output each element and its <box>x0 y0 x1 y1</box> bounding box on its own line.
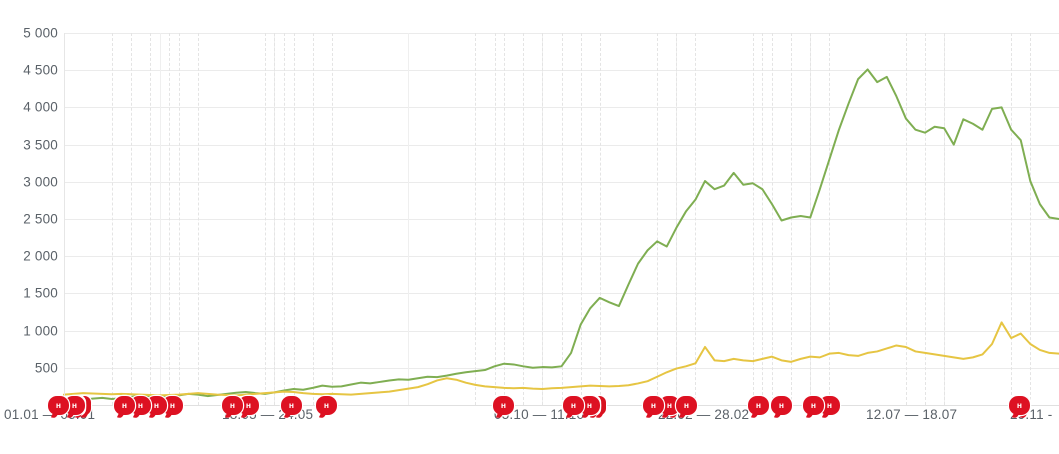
y-axis-tick-label: 4 500 <box>23 62 58 78</box>
gridline-vertical-dashed <box>1011 33 1013 405</box>
comment-bubble-icon[interactable]: н <box>659 396 680 415</box>
comment-bubble-icon[interactable]: н <box>1009 396 1030 415</box>
gridline-vertical-dashed <box>130 33 132 405</box>
gridline-vertical-dashed <box>599 33 601 405</box>
y-axis-tick-label: 2 000 <box>23 248 58 264</box>
gridline-vertical-dashed <box>925 33 927 405</box>
gridline-vertical-dashed <box>523 33 525 405</box>
comment-bubble-icon[interactable]: н <box>48 396 69 415</box>
gridline-vertical-dashed <box>284 33 286 405</box>
comment-bubble-glyph: н <box>121 400 128 411</box>
comment-bubble-glyph: н <box>778 400 785 411</box>
x-axis-tick-label: 05.10 — 11.10 <box>494 407 585 422</box>
comment-bubble-glyph: н <box>1016 400 1023 411</box>
gridline-vertical-dashed <box>771 33 773 405</box>
comment-bubble-icon[interactable]: н <box>748 396 769 415</box>
series-line-green-series <box>63 68 1059 402</box>
comment-bubble-icon[interactable]: н <box>222 396 243 415</box>
comment-bubble-icon[interactable]: н <box>819 396 840 415</box>
y-axis-tick-label: 3 000 <box>23 174 58 190</box>
comment-bubble-glyph: н <box>153 400 160 411</box>
comment-bubble-icon[interactable]: н <box>130 396 151 415</box>
comment-bubble-glyph: н <box>288 400 295 411</box>
gridline-vertical-dashed <box>169 33 171 405</box>
y-axis-tick-label: 4 000 <box>23 99 58 115</box>
y-axis-tick-label: 500 <box>34 360 58 376</box>
y-axis-tick-label: 1 500 <box>23 285 58 301</box>
gridline-vertical-dashed <box>197 33 199 405</box>
gridline-vertical-dashed <box>293 33 295 405</box>
gridline-vertical-dashed <box>905 33 907 405</box>
gridline-vertical <box>159 33 161 405</box>
gridline-vertical-dashed <box>542 33 544 405</box>
comment-bubble-glyph: н <box>71 400 78 411</box>
comment-bubble-glyph: н <box>169 400 176 411</box>
y-axis-tick-label: 5 000 <box>23 25 58 41</box>
gridline-horizontal <box>64 405 1059 406</box>
comment-bubble-glyph: н <box>323 400 330 411</box>
comment-bubble-icon[interactable]: н <box>114 396 135 415</box>
gridline-vertical-dashed <box>1030 33 1032 405</box>
gridline-vertical <box>408 33 410 405</box>
y-axis-tick-label: 3 500 <box>23 137 58 153</box>
plot-area <box>63 33 1059 406</box>
gridline-vertical-dashed <box>111 33 113 405</box>
comment-bubble-glyph: н <box>755 400 762 411</box>
comment-bubble-icon[interactable]: н <box>579 396 600 415</box>
comment-bubble-glyph: н <box>666 400 673 411</box>
comment-bubble-glyph: н <box>683 400 690 411</box>
gridline-vertical-dashed <box>331 33 333 405</box>
comment-bubble-icon[interactable]: н <box>64 396 85 415</box>
gridline-vertical-dashed <box>762 33 764 405</box>
comment-bubble-glyph: н <box>650 400 657 411</box>
gridline-vertical-dashed <box>810 33 812 405</box>
comment-bubble-icon[interactable]: н <box>676 396 697 415</box>
gridline-vertical-dashed <box>676 33 678 405</box>
gridline-vertical-dashed <box>494 33 496 405</box>
gridline-vertical-dashed <box>657 33 659 405</box>
comment-bubble-glyph: н <box>137 400 144 411</box>
comment-bubble-glyph: н <box>826 400 833 411</box>
y-axis-tick-label: 1 000 <box>23 323 58 339</box>
x-axis-tick-label: 12.07 — 18.07 <box>866 407 958 422</box>
gridline-vertical-dashed <box>695 33 697 405</box>
gridline-vertical-dashed <box>504 33 506 405</box>
gridline-vertical-dashed <box>791 33 793 405</box>
gridline-vertical-dashed <box>944 33 946 405</box>
comment-bubble-icon[interactable]: н <box>563 396 584 415</box>
comment-bubble-icon[interactable]: н <box>316 396 337 415</box>
comment-bubble-glyph: н <box>810 400 817 411</box>
gridline-vertical-dashed <box>580 33 582 405</box>
gridline-vertical-dashed <box>561 33 563 405</box>
comment-bubble-glyph: н <box>229 400 236 411</box>
comment-bubble-glyph: н <box>570 400 577 411</box>
comment-bubble-icon[interactable]: н <box>146 396 167 415</box>
gridline-vertical-dashed <box>829 33 831 405</box>
y-axis-tick-label: 2 500 <box>23 211 58 227</box>
comment-bubble-icon[interactable]: н <box>281 396 302 415</box>
comment-bubble-icon[interactable]: н <box>771 396 792 415</box>
comment-bubble-icon[interactable]: н <box>238 396 259 415</box>
gridline-vertical-dashed <box>150 33 152 405</box>
gridline-vertical-dashed <box>475 33 477 405</box>
comment-bubble-glyph: н <box>586 400 593 411</box>
comment-bubble-glyph: н <box>245 400 252 411</box>
comment-bubble-icon[interactable]: н <box>162 396 183 415</box>
gridline-vertical-dashed <box>178 33 180 405</box>
comment-bubble-icon[interactable]: н <box>643 396 664 415</box>
comment-bubble-icon[interactable]: н <box>803 396 824 415</box>
gridline-vertical-dashed <box>312 33 314 405</box>
comment-bubble-glyph: н <box>500 400 507 411</box>
gridline-vertical-dashed <box>752 33 754 405</box>
gridline-vertical-dashed <box>274 33 276 405</box>
gridline-vertical-dashed <box>264 33 266 405</box>
y-axis-line <box>64 33 65 406</box>
comment-bubble-icon[interactable]: н <box>493 396 514 415</box>
comment-bubble-glyph: н <box>55 400 62 411</box>
